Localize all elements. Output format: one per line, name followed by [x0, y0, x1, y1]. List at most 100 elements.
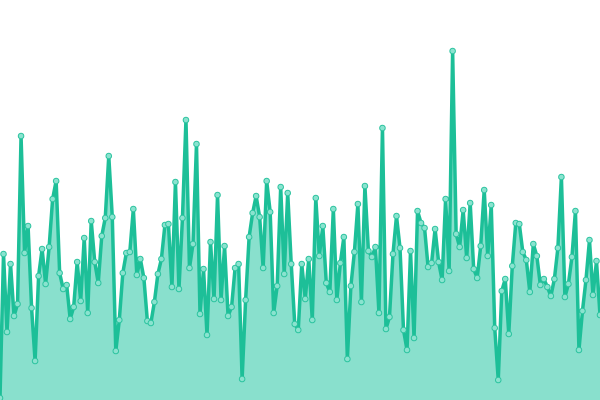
- data-point: [154, 270, 162, 278]
- data-point: [91, 258, 99, 266]
- data-point: [519, 248, 527, 256]
- data-point: [196, 310, 204, 318]
- data-point: [537, 281, 544, 289]
- data-point: [421, 224, 428, 232]
- data-point: [115, 316, 123, 324]
- data-point: [7, 260, 14, 268]
- data-point: [66, 315, 74, 323]
- data-point: [207, 238, 214, 246]
- data-point: [431, 225, 439, 233]
- data-point: [73, 258, 81, 266]
- data-point: [277, 183, 285, 191]
- data-point: [24, 222, 32, 230]
- data-point: [291, 320, 299, 328]
- data-point: [101, 214, 109, 222]
- data-point: [344, 355, 351, 363]
- data-point: [245, 233, 253, 241]
- data-point: [551, 275, 558, 283]
- data-point: [186, 264, 193, 272]
- data-point: [368, 253, 376, 261]
- data-point: [417, 219, 425, 227]
- data-point: [70, 303, 77, 311]
- data-point: [523, 256, 530, 264]
- data-point: [375, 309, 383, 317]
- data-point: [52, 177, 60, 185]
- data-point: [17, 132, 25, 140]
- data-point: [579, 307, 586, 315]
- data-point: [396, 244, 404, 252]
- data-point: [596, 311, 600, 319]
- data-point: [252, 192, 260, 200]
- data-point: [319, 222, 327, 230]
- data-point: [530, 240, 537, 248]
- data-point: [263, 177, 270, 185]
- data-point: [361, 182, 369, 190]
- area-fill: [0, 51, 600, 400]
- data-point: [130, 205, 137, 213]
- data-point: [582, 276, 590, 284]
- data-point: [42, 280, 49, 288]
- data-point: [133, 271, 141, 279]
- data-point: [540, 275, 548, 283]
- data-point: [403, 346, 411, 354]
- data-point: [3, 328, 11, 336]
- data-point: [182, 116, 190, 124]
- data-point: [94, 279, 102, 287]
- data-point: [494, 376, 502, 384]
- data-point: [351, 248, 358, 256]
- data-point: [235, 260, 242, 268]
- data-point: [287, 260, 295, 268]
- data-point: [386, 313, 393, 321]
- data-point: [452, 230, 460, 238]
- data-point: [498, 287, 506, 295]
- data-point: [533, 252, 541, 260]
- data-point: [140, 274, 148, 282]
- data-point: [35, 272, 42, 280]
- data-point: [284, 189, 292, 197]
- data-point: [466, 199, 474, 207]
- data-point: [586, 236, 593, 244]
- data-point: [301, 295, 309, 303]
- data-point: [147, 319, 155, 327]
- data-point: [38, 245, 46, 253]
- data-point: [21, 249, 28, 257]
- data-point: [259, 264, 267, 272]
- data-point: [407, 247, 414, 255]
- data-point: [266, 208, 274, 216]
- data-point: [379, 124, 386, 132]
- data-point: [77, 297, 85, 305]
- data-point: [372, 243, 379, 251]
- data-point: [80, 234, 88, 242]
- data-point: [501, 275, 509, 283]
- data-point: [561, 293, 569, 301]
- data-point: [337, 259, 344, 267]
- data-point: [112, 347, 120, 355]
- data-point: [547, 292, 555, 300]
- data-point: [158, 255, 165, 263]
- data-point: [487, 201, 495, 209]
- data-point: [28, 304, 35, 312]
- data-point: [221, 242, 228, 250]
- data-point: [410, 334, 418, 342]
- data-point: [105, 152, 113, 160]
- data-point: [554, 244, 562, 252]
- data-point: [137, 255, 144, 263]
- data-point: [382, 325, 390, 333]
- data-point: [330, 205, 337, 213]
- data-point: [10, 312, 18, 320]
- data-point: [228, 303, 235, 311]
- data-point: [305, 255, 313, 263]
- data-point: [273, 282, 281, 290]
- data-point: [428, 259, 435, 267]
- data-point: [270, 309, 277, 317]
- data-point: [308, 316, 316, 324]
- data-point: [84, 309, 92, 317]
- data-point: [214, 191, 221, 199]
- data-point: [354, 200, 362, 208]
- data-point: [119, 269, 127, 277]
- data-point: [389, 250, 397, 258]
- data-point: [168, 283, 176, 291]
- data-point: [231, 264, 239, 272]
- data-point: [459, 206, 467, 214]
